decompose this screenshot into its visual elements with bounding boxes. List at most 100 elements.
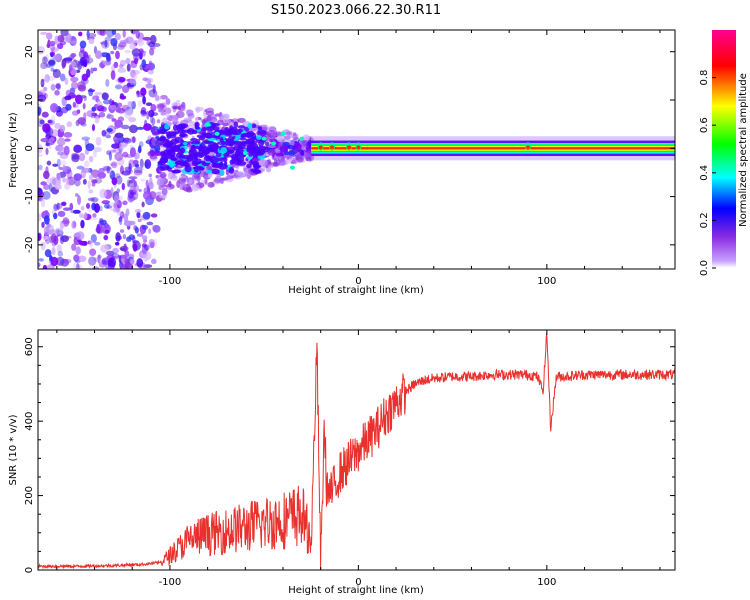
spectrogram-cell <box>146 221 154 226</box>
spectrogram-cell <box>109 104 117 110</box>
spectrogram-cell <box>81 136 91 141</box>
spectrogram-cell <box>131 178 136 183</box>
spectrogram-cell <box>203 155 213 162</box>
snr-x-tick-label: 100 <box>537 577 556 588</box>
spectrogram-cell <box>151 224 158 232</box>
spectrogram-x-axis-label: Height of straight line (km) <box>288 285 424 296</box>
spectrogram-cell <box>42 264 48 269</box>
spectrogram-cell <box>103 166 112 172</box>
spectrogram-cell <box>97 172 107 179</box>
spectrogram-cell <box>74 174 83 180</box>
spectrogram-cell <box>62 217 70 227</box>
spectrogram-cell <box>255 169 262 174</box>
spectrogram-cell <box>44 210 49 215</box>
spectrogram-cell <box>186 177 195 186</box>
spectrogram-cell <box>205 110 215 116</box>
spectrogram-cell <box>40 78 45 88</box>
spectrogram-cell <box>170 151 176 158</box>
spectrogram-cell <box>55 144 64 152</box>
spectrogram-cell <box>81 73 89 82</box>
spectrogram-cell <box>71 110 79 116</box>
spectrogram-cell <box>115 106 122 113</box>
spectrogram-cell <box>205 122 211 127</box>
spectrogram-cell <box>109 162 117 167</box>
spectrogram-cell <box>50 47 59 53</box>
spectrogram-cell <box>119 39 127 44</box>
spectrogram-cell <box>97 254 102 259</box>
spectrogram-y-tick-label: -10 <box>24 188 35 204</box>
spectrogram-cell <box>64 138 71 142</box>
spectrogram-cell <box>135 30 140 39</box>
spectrogram-cell <box>38 262 41 268</box>
spectrogram-cell <box>40 198 46 208</box>
spectrogram-cell <box>289 165 295 170</box>
spectrogram-cell <box>110 37 118 47</box>
spectrogram-cell <box>84 57 94 64</box>
spectrogram-cell <box>38 106 42 116</box>
spectrogram-cell <box>267 164 274 169</box>
spectrogram-cell <box>119 254 127 259</box>
spectrogram-cell <box>92 67 98 72</box>
snr-plot-area <box>38 333 675 570</box>
spectrogram-cell <box>47 119 53 124</box>
spectrogram-cell <box>82 103 86 110</box>
spectrogram-cell <box>77 84 87 92</box>
spectrogram-cell <box>133 166 143 174</box>
spectrogram-cell <box>86 30 90 38</box>
spectrogram-cell <box>64 77 69 85</box>
spectrogram-cell <box>46 160 52 166</box>
spectrogram-cell <box>280 131 286 136</box>
spectrogram-cell <box>70 60 77 68</box>
spectrogram-cell <box>160 112 167 116</box>
snr-x-tick-label: -100 <box>159 577 182 588</box>
spectrogram-cell <box>218 157 223 162</box>
spectrogram-cell <box>246 163 252 168</box>
spectrogram-cell <box>302 139 309 147</box>
spectrogram-cell <box>63 145 70 156</box>
spectrogram-cell <box>93 146 102 153</box>
spectrogram-cell <box>50 67 54 72</box>
spectrogram-cell <box>140 178 146 182</box>
spectrogram-cell <box>121 104 130 112</box>
spectrogram-cell <box>118 142 126 150</box>
spectrogram-cell <box>66 121 73 128</box>
spectrogram-cell <box>291 159 298 164</box>
spectrogram-cell <box>300 150 305 156</box>
spectrogram-cell <box>92 150 97 158</box>
spectrogram-cell <box>158 109 166 113</box>
spectrogram-cell <box>100 244 109 253</box>
spectrogram-cell <box>138 48 144 54</box>
spectrogram-cell <box>57 137 66 146</box>
spectrogram-cell <box>114 152 124 161</box>
colorbar-tick-label: 0.6 <box>699 117 710 133</box>
spectrogram-cell <box>232 131 239 136</box>
spectrogram-cell <box>104 229 110 234</box>
spectrogram-cell <box>158 194 168 199</box>
spectrogram-cell <box>89 174 94 181</box>
spectrogram-cell <box>113 61 119 68</box>
spectrogram-cell <box>128 116 137 123</box>
spectrogram-cell <box>286 154 290 160</box>
spectrogram-cell <box>161 187 168 196</box>
spectrogram-cell <box>255 134 262 140</box>
spectrogram-cell <box>112 207 120 213</box>
spectrogram-cell <box>152 43 161 48</box>
spectrogram-cell <box>78 152 86 162</box>
spectrogram-cell <box>38 153 44 158</box>
spectrogram-cell <box>202 146 209 151</box>
spectrogram-cell <box>149 241 155 249</box>
spectrogram-cell <box>64 95 72 101</box>
spectrogram-cell <box>95 136 102 146</box>
spectrogram-cell <box>138 188 142 193</box>
spectrogram-cell <box>198 149 204 157</box>
spectrogram-cell <box>103 234 109 241</box>
spectrogram-cell <box>145 102 153 107</box>
spectrogram-cell <box>196 158 202 165</box>
spectrogram-cell <box>526 145 530 150</box>
spectrogram-cell <box>160 128 166 134</box>
spectrogram-cell <box>174 136 184 143</box>
spectrogram-cell <box>111 161 118 169</box>
spectrogram-cell <box>114 32 121 41</box>
spectrogram-cell <box>110 187 114 195</box>
